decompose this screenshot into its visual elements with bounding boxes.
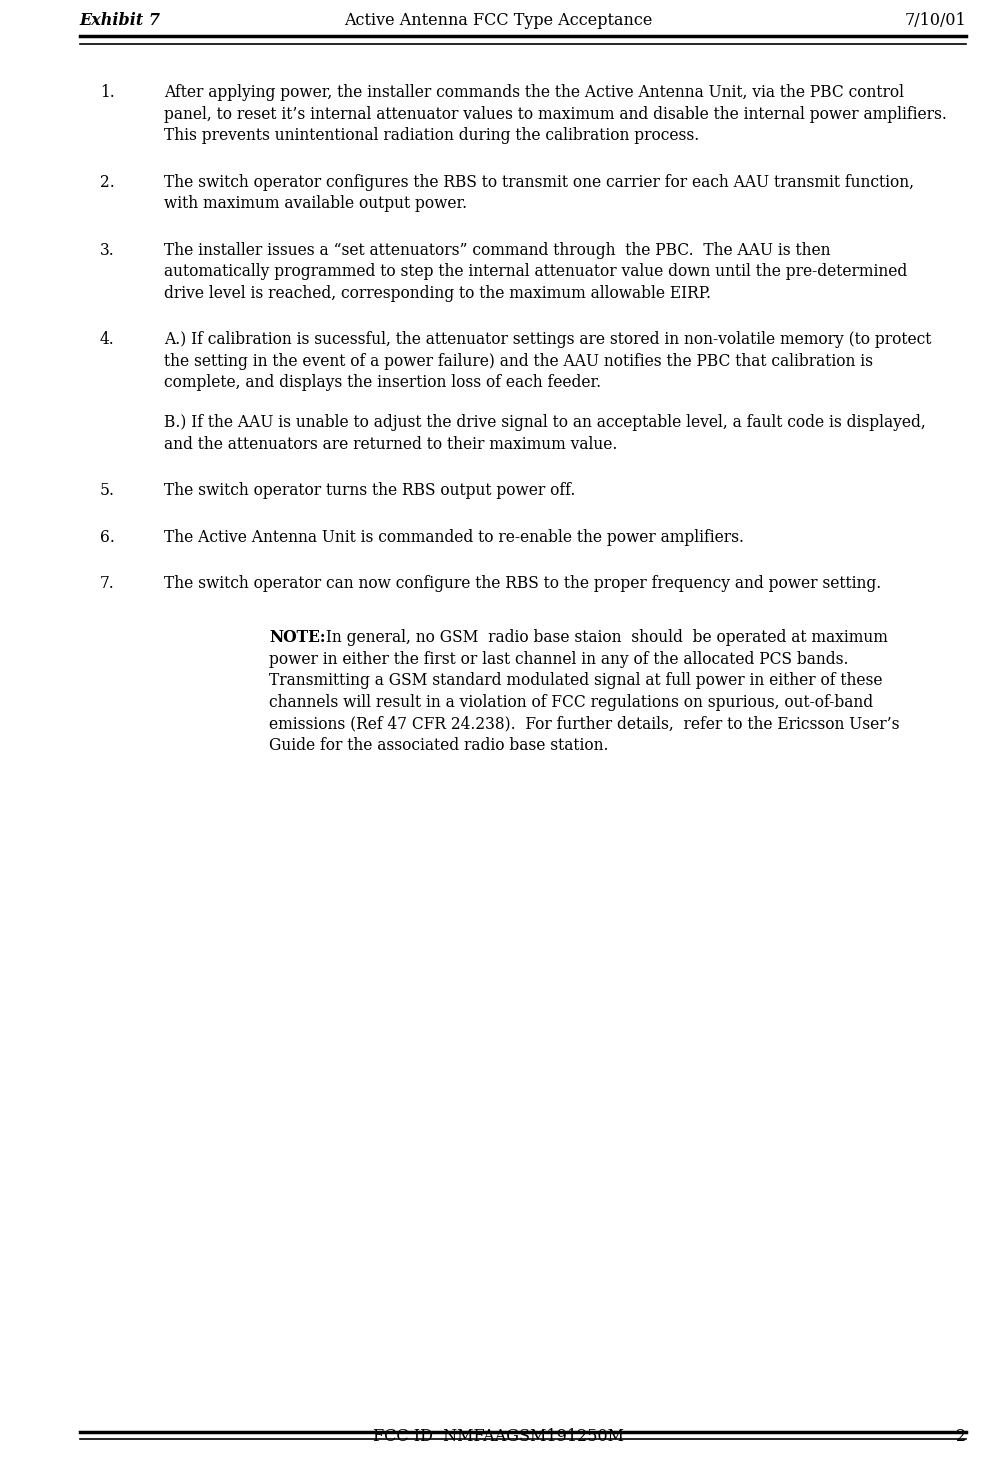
Text: 3.: 3. <box>100 242 115 258</box>
Text: Guide for the associated radio base station.: Guide for the associated radio base stat… <box>269 737 609 755</box>
Text: and the attenuators are returned to their maximum value.: and the attenuators are returned to thei… <box>164 436 618 452</box>
Text: 7.: 7. <box>100 575 115 592</box>
Text: drive level is reached, corresponding to the maximum allowable EIRP.: drive level is reached, corresponding to… <box>164 285 711 302</box>
Text: Active Antenna FCC Type Acceptance: Active Antenna FCC Type Acceptance <box>344 12 652 29</box>
Text: NOTE:: NOTE: <box>269 630 326 646</box>
Text: with maximum available output power.: with maximum available output power. <box>164 195 467 213</box>
Text: The switch operator turns the RBS output power off.: The switch operator turns the RBS output… <box>164 482 576 499</box>
Text: 2: 2 <box>956 1427 966 1445</box>
Text: The Active Antenna Unit is commanded to re-enable the power amplifiers.: The Active Antenna Unit is commanded to … <box>164 528 744 546</box>
Text: 2.: 2. <box>100 173 115 191</box>
Text: emissions (Ref 47 CFR 24.238).  For further details,  refer to the Ericsson User: emissions (Ref 47 CFR 24.238). For furth… <box>269 715 899 733</box>
Text: channels will result in a violation of FCC regulations on spurious, out-of-band: channels will result in a violation of F… <box>269 694 873 711</box>
Text: 6.: 6. <box>100 528 115 546</box>
Text: 1.: 1. <box>100 84 115 101</box>
Text: This prevents unintentional radiation during the calibration process.: This prevents unintentional radiation du… <box>164 128 699 144</box>
Text: In general, no GSM  radio base staion  should  be operated at maximum: In general, no GSM radio base staion sho… <box>321 630 887 646</box>
Text: Transmitting a GSM standard modulated signal at full power in either of these: Transmitting a GSM standard modulated si… <box>269 672 882 690</box>
Text: 4.: 4. <box>100 332 115 348</box>
Text: The switch operator can now configure the RBS to the proper frequency and power : The switch operator can now configure th… <box>164 575 881 592</box>
Text: The switch operator configures the RBS to transmit one carrier for each AAU tran: The switch operator configures the RBS t… <box>164 173 914 191</box>
Text: 7/10/01: 7/10/01 <box>904 12 966 29</box>
Text: power in either the first or last channel in any of the allocated PCS bands.: power in either the first or last channe… <box>269 650 849 668</box>
Text: complete, and displays the insertion loss of each feeder.: complete, and displays the insertion los… <box>164 374 602 392</box>
Text: After applying power, the installer commands the the Active Antenna Unit, via th: After applying power, the installer comm… <box>164 84 904 101</box>
Text: The installer issues a “set attenuators” command through  the PBC.  The AAU is t: The installer issues a “set attenuators”… <box>164 242 831 258</box>
Text: the setting in the event of a power failure) and the AAU notifies the PBC that c: the setting in the event of a power fail… <box>164 352 873 370</box>
Text: automatically programmed to step the internal attenuator value down until the pr: automatically programmed to step the int… <box>164 263 907 280</box>
Text: B.) If the AAU is unable to adjust the drive signal to an acceptable level, a fa: B.) If the AAU is unable to adjust the d… <box>164 414 926 432</box>
Text: A.) If calibration is sucessful, the attenuator settings are stored in non-volat: A.) If calibration is sucessful, the att… <box>164 332 931 348</box>
Text: FCC ID  NMFAAGSM191250M: FCC ID NMFAAGSM191250M <box>373 1427 623 1445</box>
Text: 5.: 5. <box>100 482 115 499</box>
Text: panel, to reset it’s internal attenuator values to maximum and disable the inter: panel, to reset it’s internal attenuator… <box>164 106 947 122</box>
Text: Exhibit 7: Exhibit 7 <box>80 12 160 29</box>
